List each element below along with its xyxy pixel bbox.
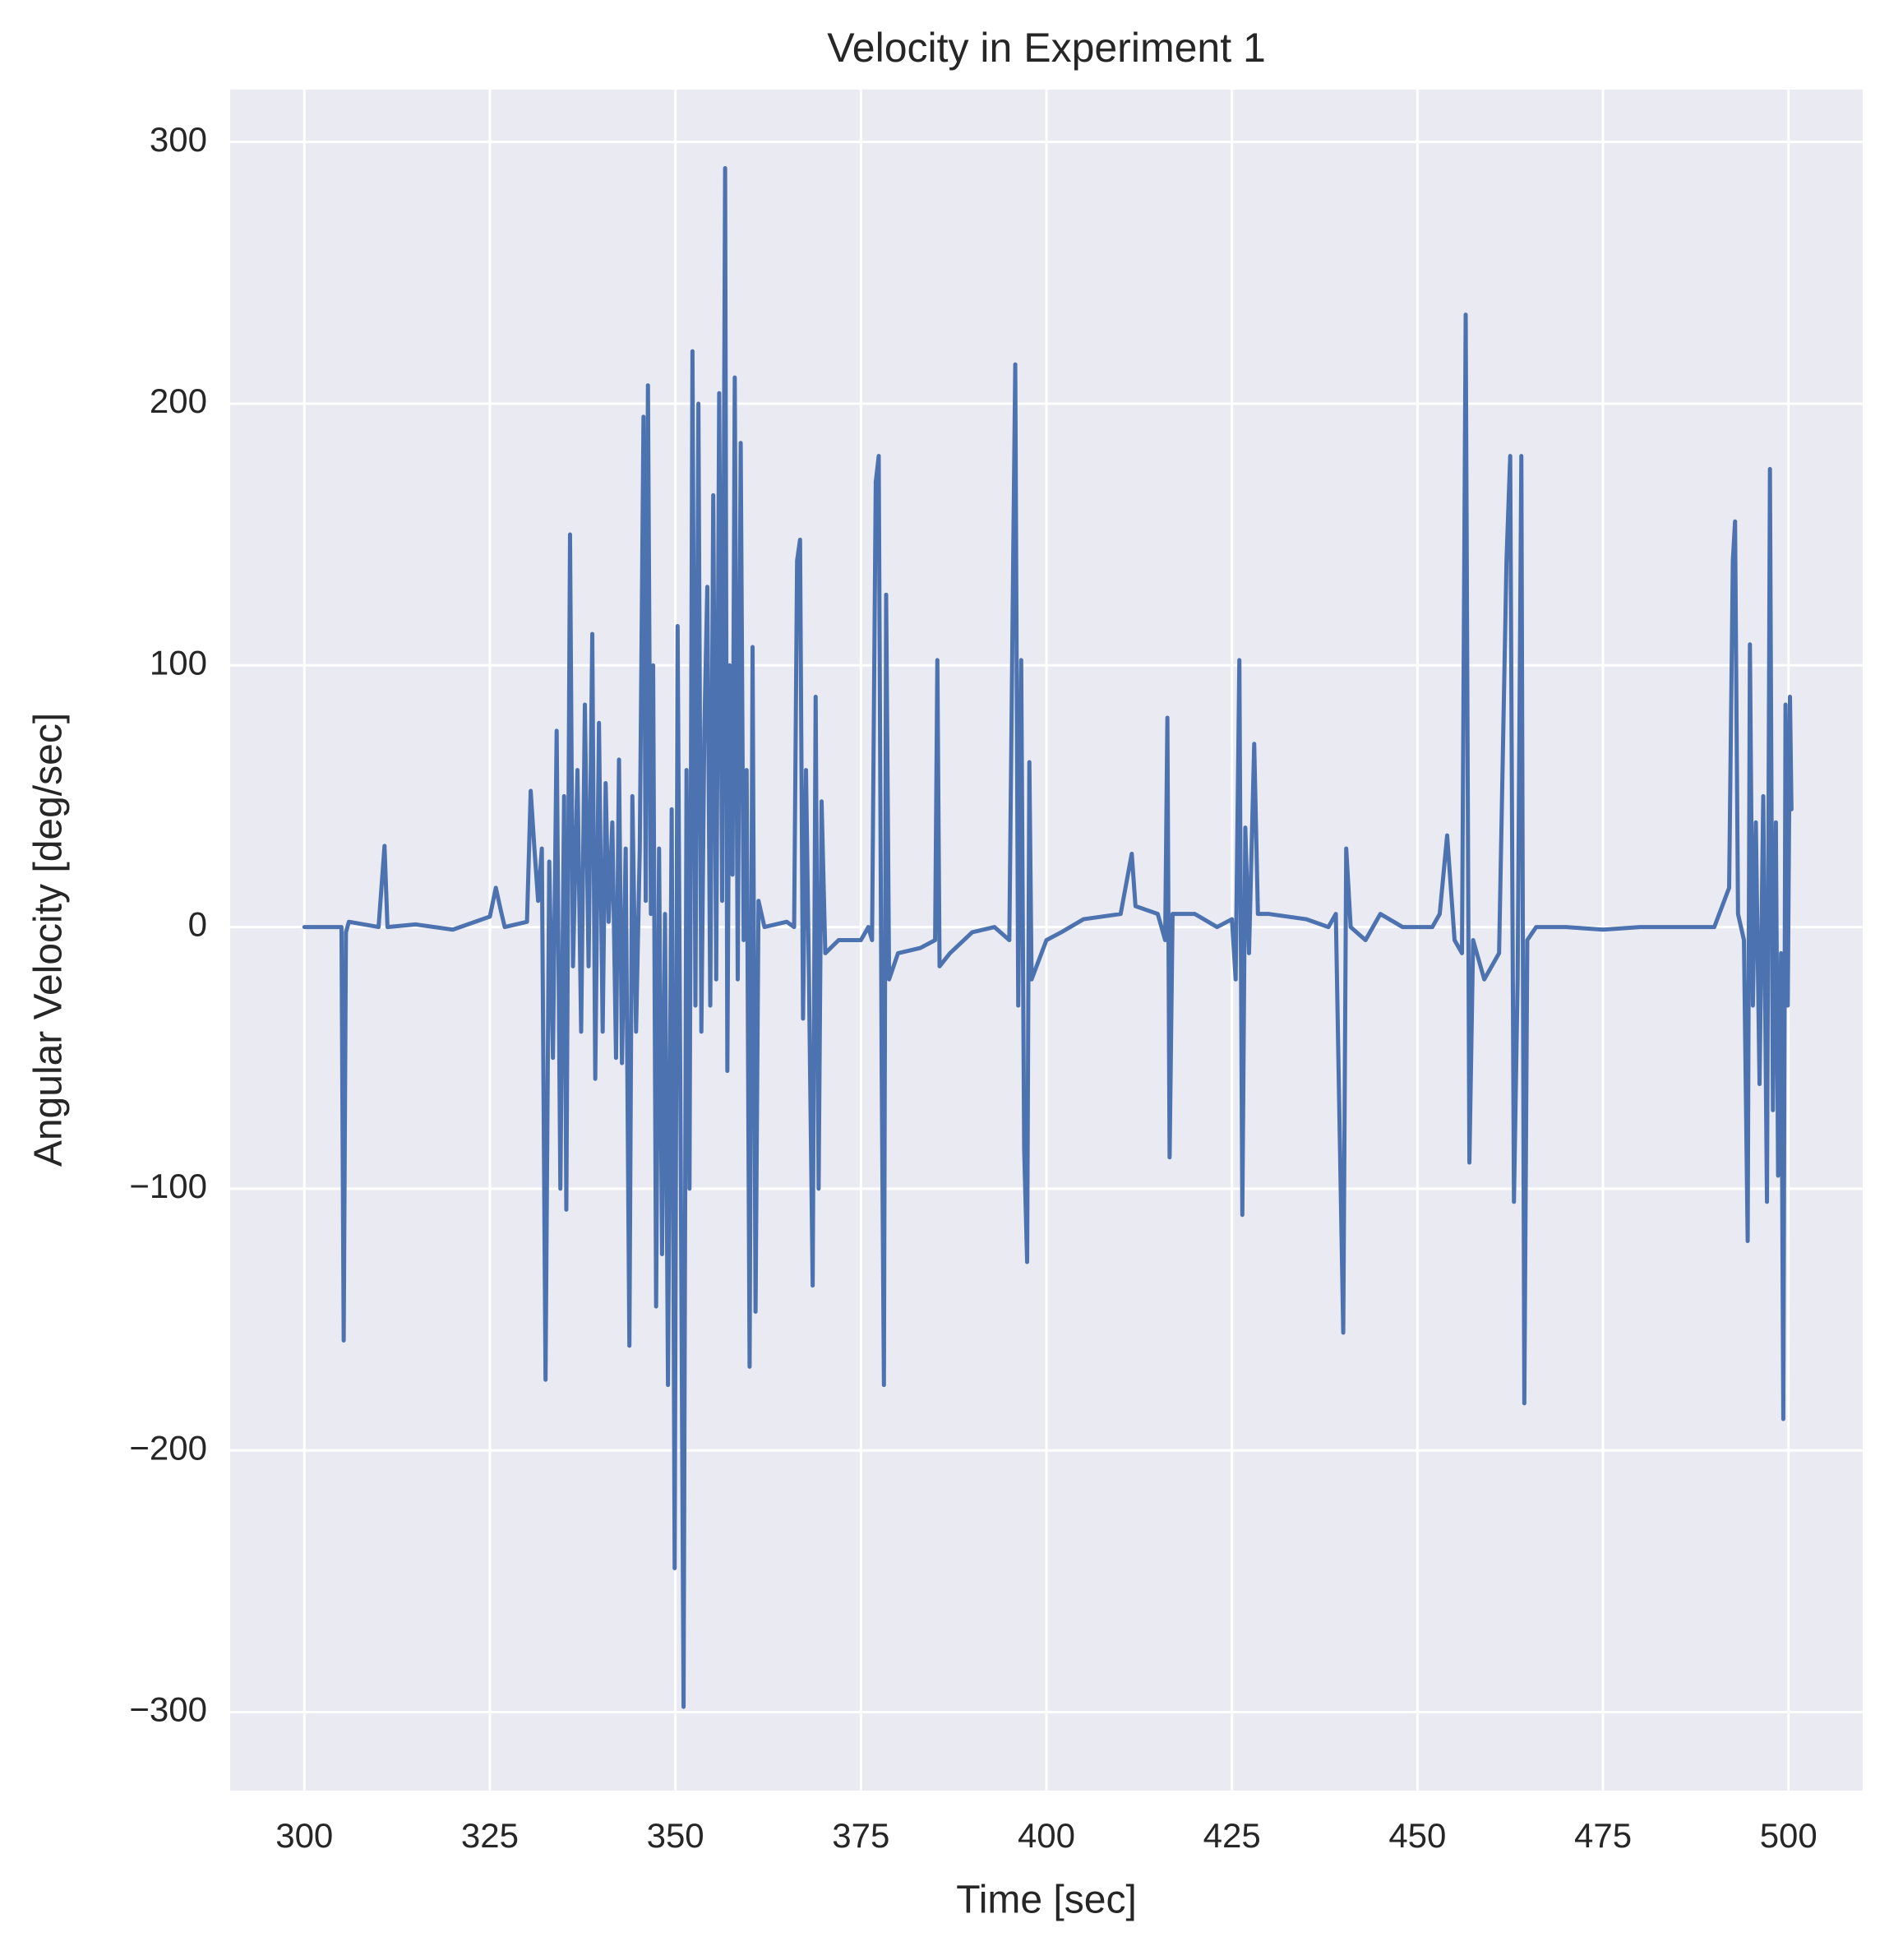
x-tick-label: 400 (1018, 1816, 1075, 1855)
x-tick-label: 325 (461, 1816, 519, 1855)
x-tick-label: 450 (1388, 1816, 1446, 1855)
x-tick-label: 500 (1760, 1816, 1817, 1855)
y-tick-label: −200 (129, 1428, 207, 1467)
x-tick-label: 375 (832, 1816, 889, 1855)
y-tick-label: 200 (150, 381, 207, 420)
x-axis-label: Time [sec] (956, 1879, 1137, 1922)
data-line (302, 165, 1794, 1709)
x-tick-label: 350 (647, 1816, 704, 1855)
y-tick-label: 0 (188, 905, 207, 944)
x-tick-label: 425 (1203, 1816, 1261, 1855)
y-tick-label: 300 (150, 120, 207, 159)
x-tick-label: 475 (1574, 1816, 1632, 1855)
grid (230, 90, 1863, 1791)
x-tick-label: 300 (275, 1816, 333, 1855)
y-tick-label: 100 (150, 643, 207, 682)
y-axis-label: Angular Velocity [deg/sec] (27, 713, 71, 1167)
marks (302, 165, 1794, 1709)
y-tick-label: −300 (129, 1690, 207, 1729)
chart-title: Velocity in Experiment 1 (827, 25, 1266, 71)
y-tick-label: −100 (129, 1167, 207, 1205)
